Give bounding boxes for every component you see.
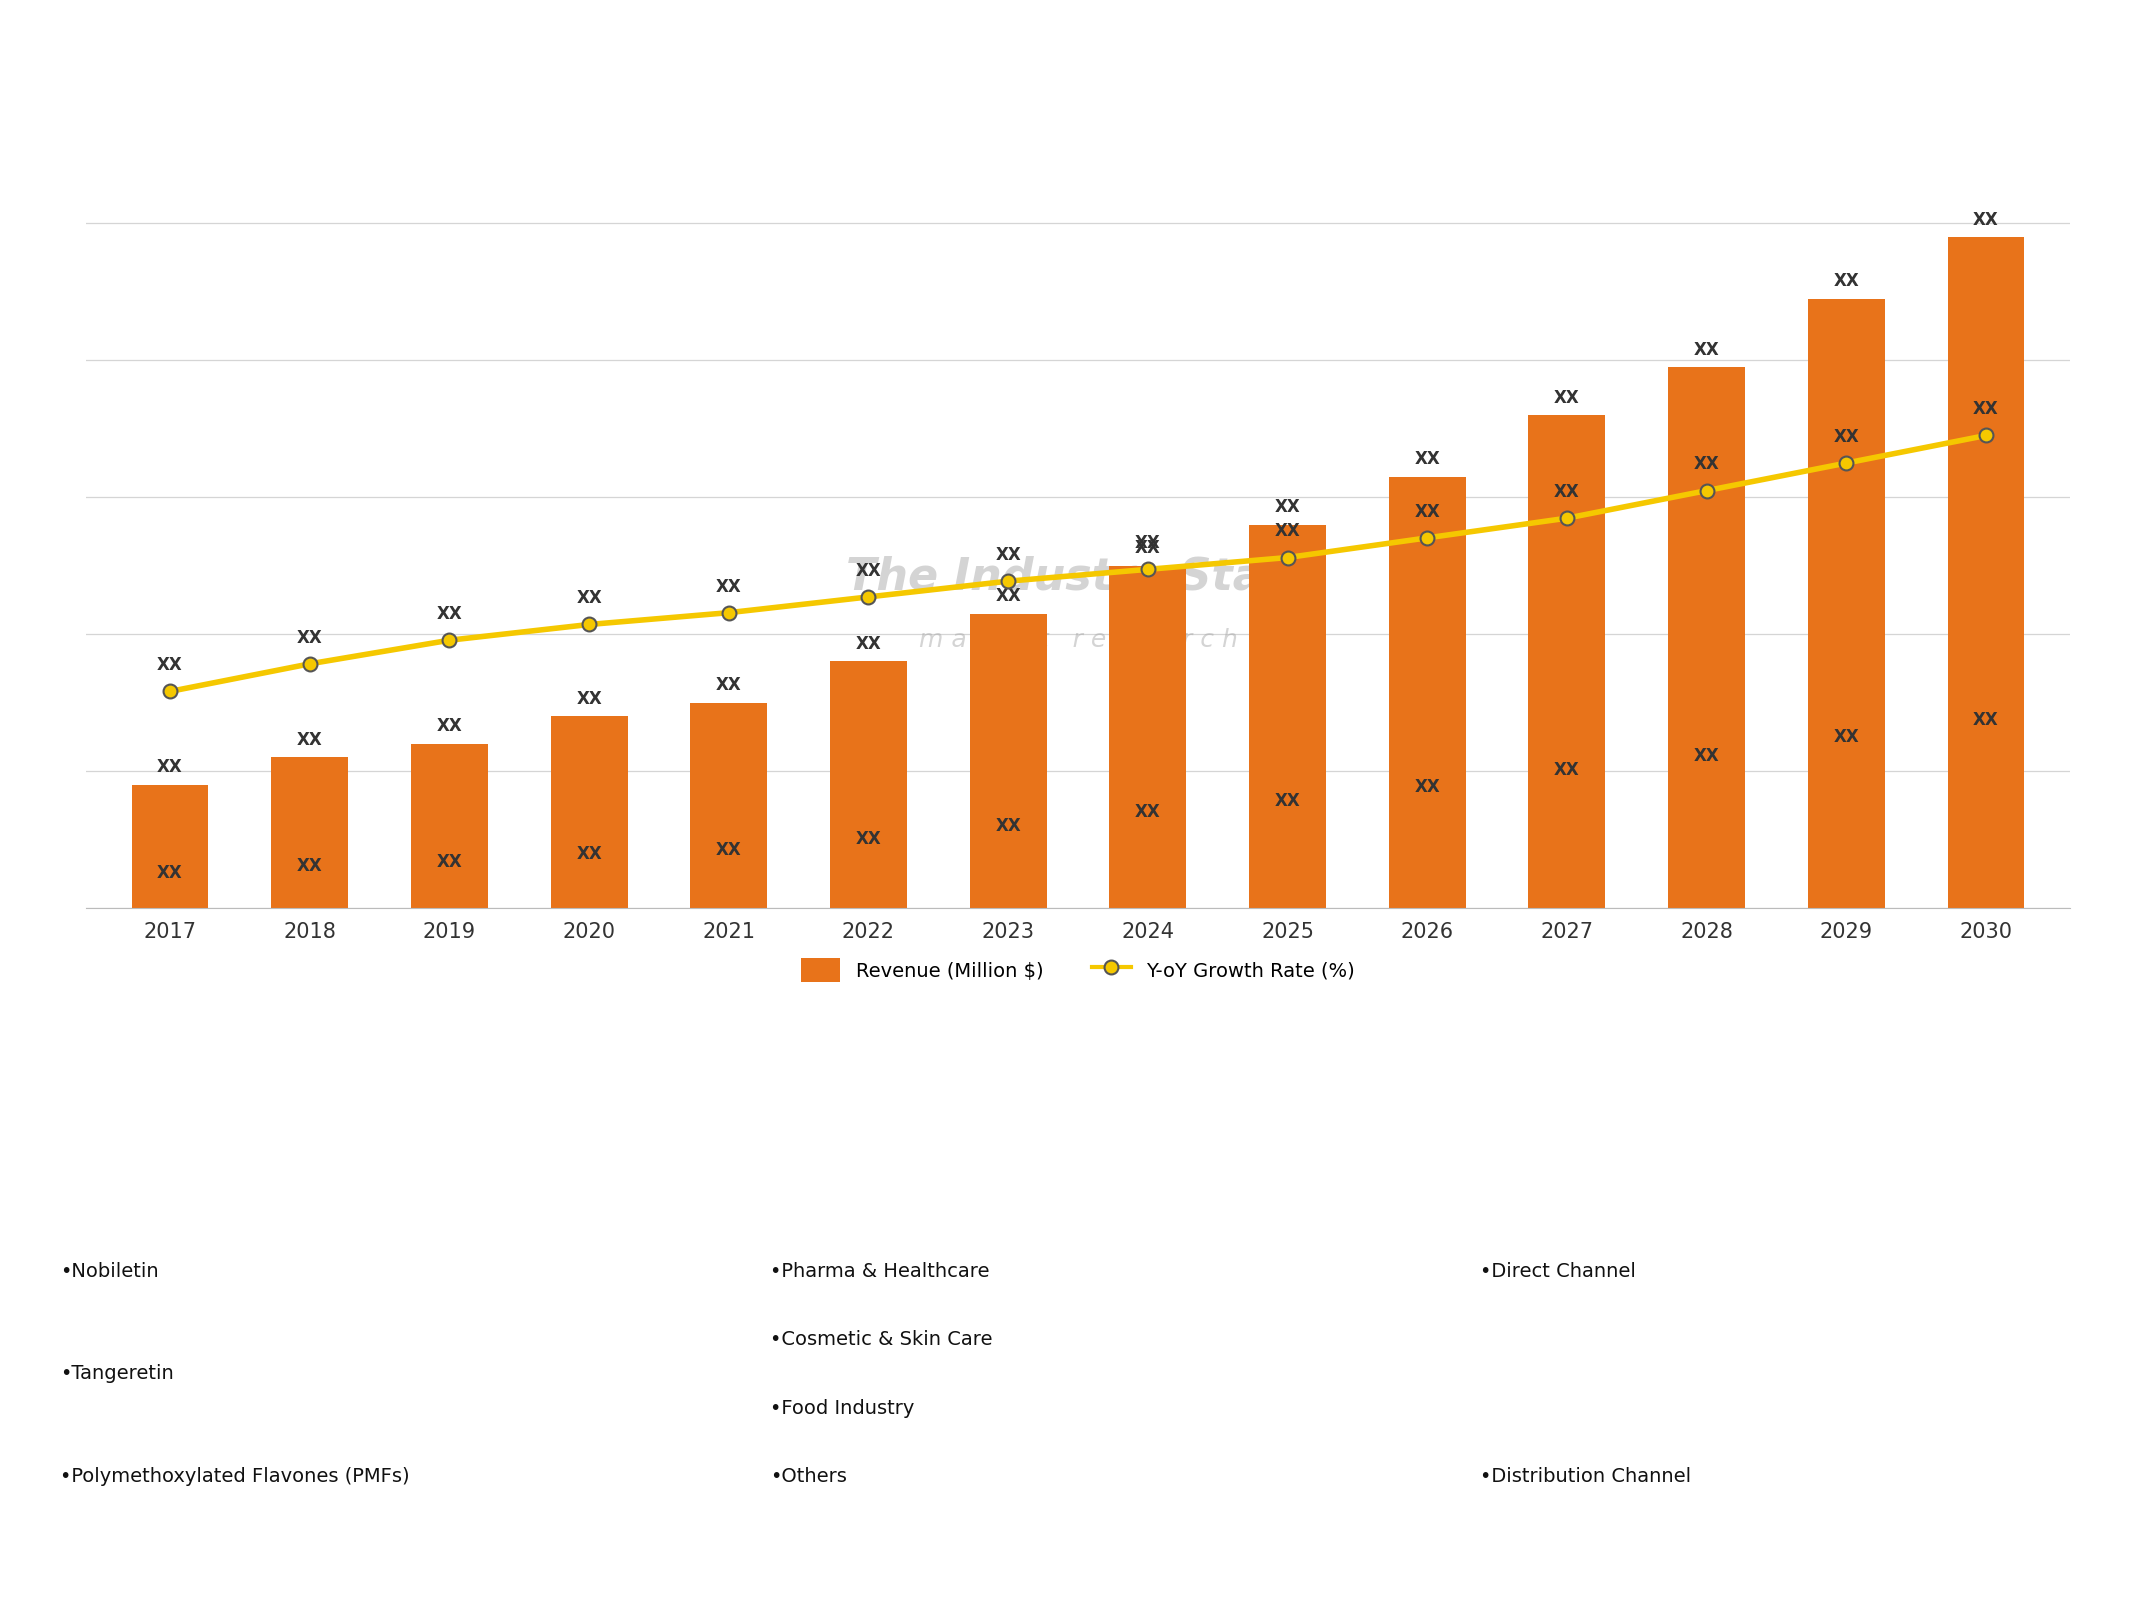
Text: Product Types: Product Types	[291, 1110, 444, 1130]
Bar	[1529, 415, 1606, 908]
Text: XX: XX	[996, 546, 1022, 564]
Text: Source: Theindustrystats Analysis: Source: Theindustrystats Analysis	[32, 1565, 351, 1585]
Text: The Industry Stats: The Industry Stats	[845, 556, 1311, 599]
Bar	[690, 702, 768, 908]
Bar	[412, 744, 487, 908]
Bar	[1110, 566, 1186, 908]
Text: XX: XX	[1554, 389, 1580, 407]
Text: XX: XX	[856, 562, 882, 580]
Text: XX: XX	[716, 842, 742, 860]
Text: XX: XX	[157, 865, 183, 882]
Text: XX: XX	[1134, 804, 1160, 821]
Text: XX: XX	[1833, 728, 1858, 746]
Text: XX: XX	[856, 635, 882, 652]
Text: XX: XX	[1695, 455, 1720, 474]
Text: XX: XX	[298, 857, 323, 874]
Text: XX: XX	[436, 717, 461, 736]
Text: XX: XX	[157, 656, 183, 675]
Text: •Nobiletin: •Nobiletin	[60, 1261, 160, 1281]
Text: XX: XX	[298, 731, 323, 749]
Text: XX: XX	[716, 577, 742, 596]
Text: Website: www.theindustrystats.com: Website: www.theindustrystats.com	[1783, 1565, 2124, 1585]
Bar	[970, 614, 1046, 908]
Text: m a r k e t   r e s e a r c h: m a r k e t r e s e a r c h	[918, 628, 1238, 652]
Text: •Food Industry: •Food Industry	[770, 1398, 914, 1417]
Text: XX: XX	[996, 587, 1022, 606]
Text: XX: XX	[1695, 341, 1720, 358]
Text: XX: XX	[1695, 747, 1720, 765]
Text: •Pharma & Healthcare: •Pharma & Healthcare	[770, 1261, 990, 1281]
Text: XX: XX	[298, 628, 323, 646]
Text: XX: XX	[157, 759, 183, 776]
Text: XX: XX	[436, 606, 461, 624]
Bar	[550, 717, 627, 908]
Text: XX: XX	[856, 829, 882, 848]
Text: •Direct Channel: •Direct Channel	[1481, 1261, 1636, 1281]
Text: Application: Application	[1015, 1110, 1141, 1130]
Text: XX: XX	[1274, 522, 1300, 540]
Text: XX: XX	[1833, 272, 1858, 291]
Text: XX: XX	[1414, 503, 1440, 521]
Text: XX: XX	[1134, 540, 1160, 558]
Bar	[830, 662, 908, 908]
Text: XX: XX	[1274, 792, 1300, 810]
Legend: Revenue (Million $), Y-oY Growth Rate (%): Revenue (Million $), Y-oY Growth Rate (%…	[791, 948, 1365, 992]
Text: •Others: •Others	[770, 1467, 847, 1486]
Bar	[132, 784, 209, 908]
Text: XX: XX	[576, 689, 602, 709]
Bar	[1809, 299, 1884, 908]
Text: XX: XX	[716, 677, 742, 694]
Text: XX: XX	[576, 845, 602, 863]
Text: •Polymethoxylated Flavones (PMFs): •Polymethoxylated Flavones (PMFs)	[60, 1467, 410, 1486]
Text: XX: XX	[996, 816, 1022, 834]
Text: •Distribution Channel: •Distribution Channel	[1481, 1467, 1690, 1486]
Bar	[1947, 236, 2024, 908]
Text: XX: XX	[1833, 427, 1858, 445]
Text: •Cosmetic & Skin Care: •Cosmetic & Skin Care	[770, 1331, 992, 1350]
Text: XX: XX	[1414, 778, 1440, 795]
Text: XX: XX	[1274, 498, 1300, 516]
Text: XX: XX	[1973, 400, 1999, 418]
Bar	[272, 757, 347, 908]
Text: XX: XX	[1973, 710, 1999, 730]
Text: XX: XX	[1134, 534, 1160, 553]
Text: XX: XX	[1554, 762, 1580, 779]
Text: XX: XX	[436, 853, 461, 871]
Bar	[1669, 366, 1744, 908]
Bar	[1388, 477, 1466, 908]
Text: XX: XX	[1554, 484, 1580, 501]
Text: •Tangeretin: •Tangeretin	[60, 1364, 175, 1384]
Text: Fig. Global Nobiletin, Tangeretin and PMFs (Polymethoxylated Flavones) Market St: Fig. Global Nobiletin, Tangeretin and PM…	[26, 55, 1516, 82]
Text: XX: XX	[576, 590, 602, 607]
Text: Sales Channels: Sales Channels	[1703, 1110, 1874, 1130]
Text: Email: sales@theindustrystats.com: Email: sales@theindustrystats.com	[914, 1565, 1242, 1585]
Text: XX: XX	[1973, 211, 1999, 228]
Text: XX: XX	[1414, 450, 1440, 468]
Bar	[1248, 524, 1326, 908]
